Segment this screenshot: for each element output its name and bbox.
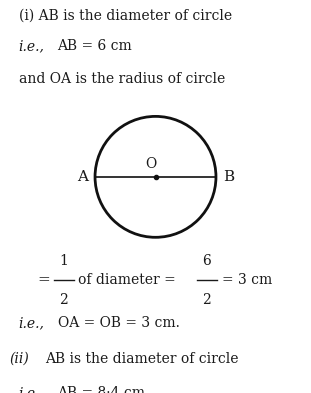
Text: A: A [77,170,88,184]
Text: AB = 6 cm: AB = 6 cm [58,39,132,53]
Text: = 3 cm: = 3 cm [222,273,272,287]
Text: AB = 8·4 cm: AB = 8·4 cm [58,386,146,393]
Text: i.e.,: i.e., [19,39,44,53]
Text: i.e.,: i.e., [19,316,44,330]
Text: (ii): (ii) [9,352,29,366]
Text: B: B [223,170,234,184]
Text: 2: 2 [59,292,68,307]
Text: 6: 6 [202,254,211,268]
Text: 2: 2 [202,292,211,307]
Text: (i) AB is the diameter of circle: (i) AB is the diameter of circle [19,8,232,22]
Text: of diameter =: of diameter = [78,273,175,287]
Text: O: O [145,157,156,171]
Text: AB is the diameter of circle: AB is the diameter of circle [45,352,239,366]
Text: 1: 1 [59,254,68,268]
Text: OA = OB = 3 cm.: OA = OB = 3 cm. [58,316,179,330]
Text: and OA is the radius of circle: and OA is the radius of circle [19,72,225,86]
Text: =: = [37,273,50,287]
Text: i.e.,: i.e., [19,386,44,393]
